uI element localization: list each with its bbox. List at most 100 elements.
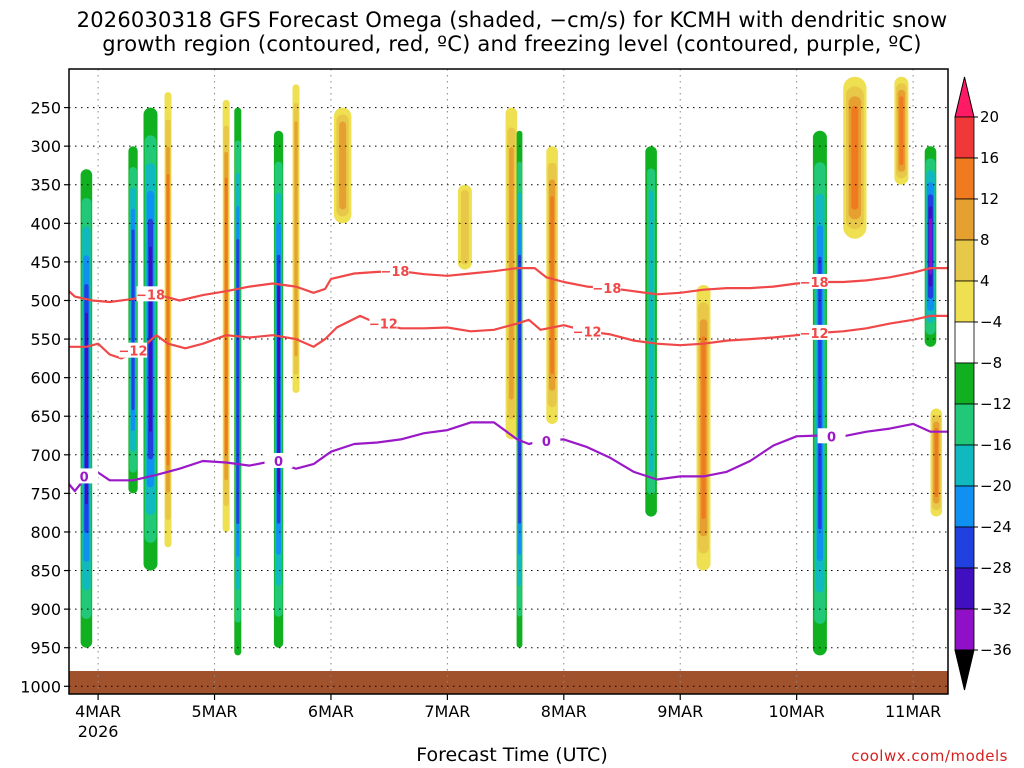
contour-label--18-0: −18	[136, 288, 165, 303]
colorbar-label-11: −28	[980, 559, 1012, 577]
colorbar-label-0: 20	[980, 108, 999, 126]
contour-label--12-0: −12	[119, 345, 148, 360]
contour-label--18-2: −18	[592, 282, 621, 297]
y-tick-label-350: 350	[30, 176, 61, 195]
omega-streak-14-level-3	[701, 336, 706, 520]
colorbar-swatch-0	[954, 116, 975, 159]
colorbar: 20 16 12 8 4 −4 −8 −12 −16 −20 −24 −28 −32 −36	[954, 76, 1012, 691]
colorbar-swatch-8	[954, 444, 975, 487]
x-tick-label-6MAR: 6MAR	[308, 702, 354, 721]
omega-streak-3-level-3	[166, 174, 170, 466]
x-axis-label: Forecast Time (UTC)	[416, 744, 608, 766]
y-tick-label-400: 400	[30, 214, 61, 233]
plot-frame	[68, 68, 949, 695]
colorbar-bottom-arrow	[954, 649, 975, 691]
contour-label-bg--18-0	[136, 286, 165, 302]
contour-layer: −18 −18 −18 −18 −12 −12 −12 −12 0 0 0 0	[69, 263, 948, 493]
contour-label-bg-0-2	[532, 432, 561, 448]
omega-streak-17-level-3	[899, 96, 904, 166]
y-tick-label-850: 850	[30, 562, 61, 581]
contour-label-bg-0-3	[817, 428, 846, 444]
y-tick-label-550: 550	[30, 330, 61, 349]
colorbar-label-1: 16	[980, 149, 999, 167]
colorbar-label-3: 8	[980, 231, 990, 249]
x-tick-label-9MAR: 9MAR	[657, 702, 703, 721]
colorbar-label-2: 12	[980, 190, 999, 208]
y-tick-label-300: 300	[30, 137, 61, 156]
omega-streak-13-level-2	[648, 190, 654, 473]
colorbar-top-arrow	[954, 76, 975, 118]
credit-link[interactable]: coolwx.com/models	[851, 747, 1008, 765]
chart-title-line-1: 2026030318 GFS Forecast Omega (shaded, −…	[76, 8, 948, 32]
y-tick-label-250: 250	[30, 99, 61, 118]
contour-label-0-3: 0	[827, 430, 836, 445]
colorbar-swatch-7	[954, 403, 975, 446]
contour-label--12-2: −12	[573, 325, 602, 340]
colorbar-swatch-2	[954, 198, 975, 241]
contour-label-bg--12-0	[119, 342, 148, 358]
colorbar-label-9: −20	[980, 477, 1012, 495]
contour-label-bg--18-2	[592, 280, 621, 296]
omega-streak-0-level-5	[85, 312, 88, 505]
colorbar-swatch-6	[954, 362, 975, 405]
contour-label-0-1: 0	[274, 455, 283, 470]
colorbar-swatch-12	[954, 608, 975, 651]
omega-streak-11-level-4	[518, 254, 522, 524]
y-tick-label-750: 750	[30, 484, 61, 503]
colorbar-swatch-3	[954, 239, 975, 282]
contour-label--12-3: −12	[800, 327, 829, 342]
x-tick-label-8MAR: 8MAR	[541, 702, 587, 721]
colorbar-swatch-10	[954, 526, 975, 569]
contour-label-bg--18-1	[380, 263, 409, 279]
colorbar-label-12: −32	[980, 600, 1012, 618]
y-tick-label-650: 650	[30, 407, 61, 426]
colorbar-label-7: −12	[980, 395, 1012, 413]
colorbar-label-4: 4	[980, 272, 990, 290]
contour-label--18-1: −18	[380, 265, 409, 280]
omega-streak-1-level-4	[131, 229, 135, 411]
colorbar-swatch-1	[954, 157, 975, 200]
x-tick-label-7MAR: 7MAR	[424, 702, 470, 721]
omega-streak-7-level-2	[294, 121, 298, 357]
y-tick-label-950: 950	[30, 639, 61, 658]
omega-streak-4-level-3	[224, 177, 228, 455]
y-tick-label-500: 500	[30, 291, 61, 310]
y-tick-label-900: 900	[30, 600, 61, 619]
omega-shading-layer	[80, 76, 943, 656]
contour--18	[69, 267, 948, 304]
omega-streak-16-level-3	[851, 105, 859, 210]
contour-label-bg-0-0	[70, 468, 99, 484]
chart-title-line-2: growth region (contoured, red, ºC) and f…	[102, 32, 922, 56]
colorbar-label-10: −24	[980, 518, 1012, 536]
contour-0	[69, 421, 948, 493]
grid-layer	[69, 69, 948, 694]
colorbar-label-8: −16	[980, 436, 1012, 454]
x-tick-label-11MAR: 11MAR	[885, 702, 941, 721]
omega-streak-6-level-5	[277, 285, 281, 493]
omega-streak-5-level-4	[236, 239, 240, 524]
colorbar-swatch-5	[954, 321, 975, 364]
colorbar-swatch-4	[954, 280, 975, 323]
y-tick-label-450: 450	[30, 253, 61, 272]
x-tick-label-4MAR: 4MAR	[75, 702, 121, 721]
y-tick-label-700: 700	[30, 446, 61, 465]
colorbar-label-6: −8	[980, 354, 1002, 372]
y-tick-label-800: 800	[30, 523, 61, 542]
y-tick-label-600: 600	[30, 369, 61, 388]
omega-streak-12-level-3	[550, 196, 554, 374]
colorbar-label-13: −36	[980, 641, 1012, 659]
contour-label--18-3: −18	[800, 276, 829, 291]
omega-streak-10-level-2	[509, 147, 514, 400]
contour-label-bg--12-2	[573, 323, 602, 339]
x-tick-sublabel-4MAR: 2026	[78, 722, 119, 741]
omega-streak-9-level-1	[460, 189, 469, 265]
x-tick-label-5MAR: 5MAR	[192, 702, 238, 721]
omega-streak-8-level-2	[339, 121, 347, 210]
contour-label-bg-0-1	[264, 452, 293, 468]
contour-label-0-0: 0	[80, 470, 89, 485]
contour--12	[69, 314, 948, 360]
colorbar-swatch-11	[954, 567, 975, 610]
contour-label-0-2: 0	[542, 435, 551, 450]
